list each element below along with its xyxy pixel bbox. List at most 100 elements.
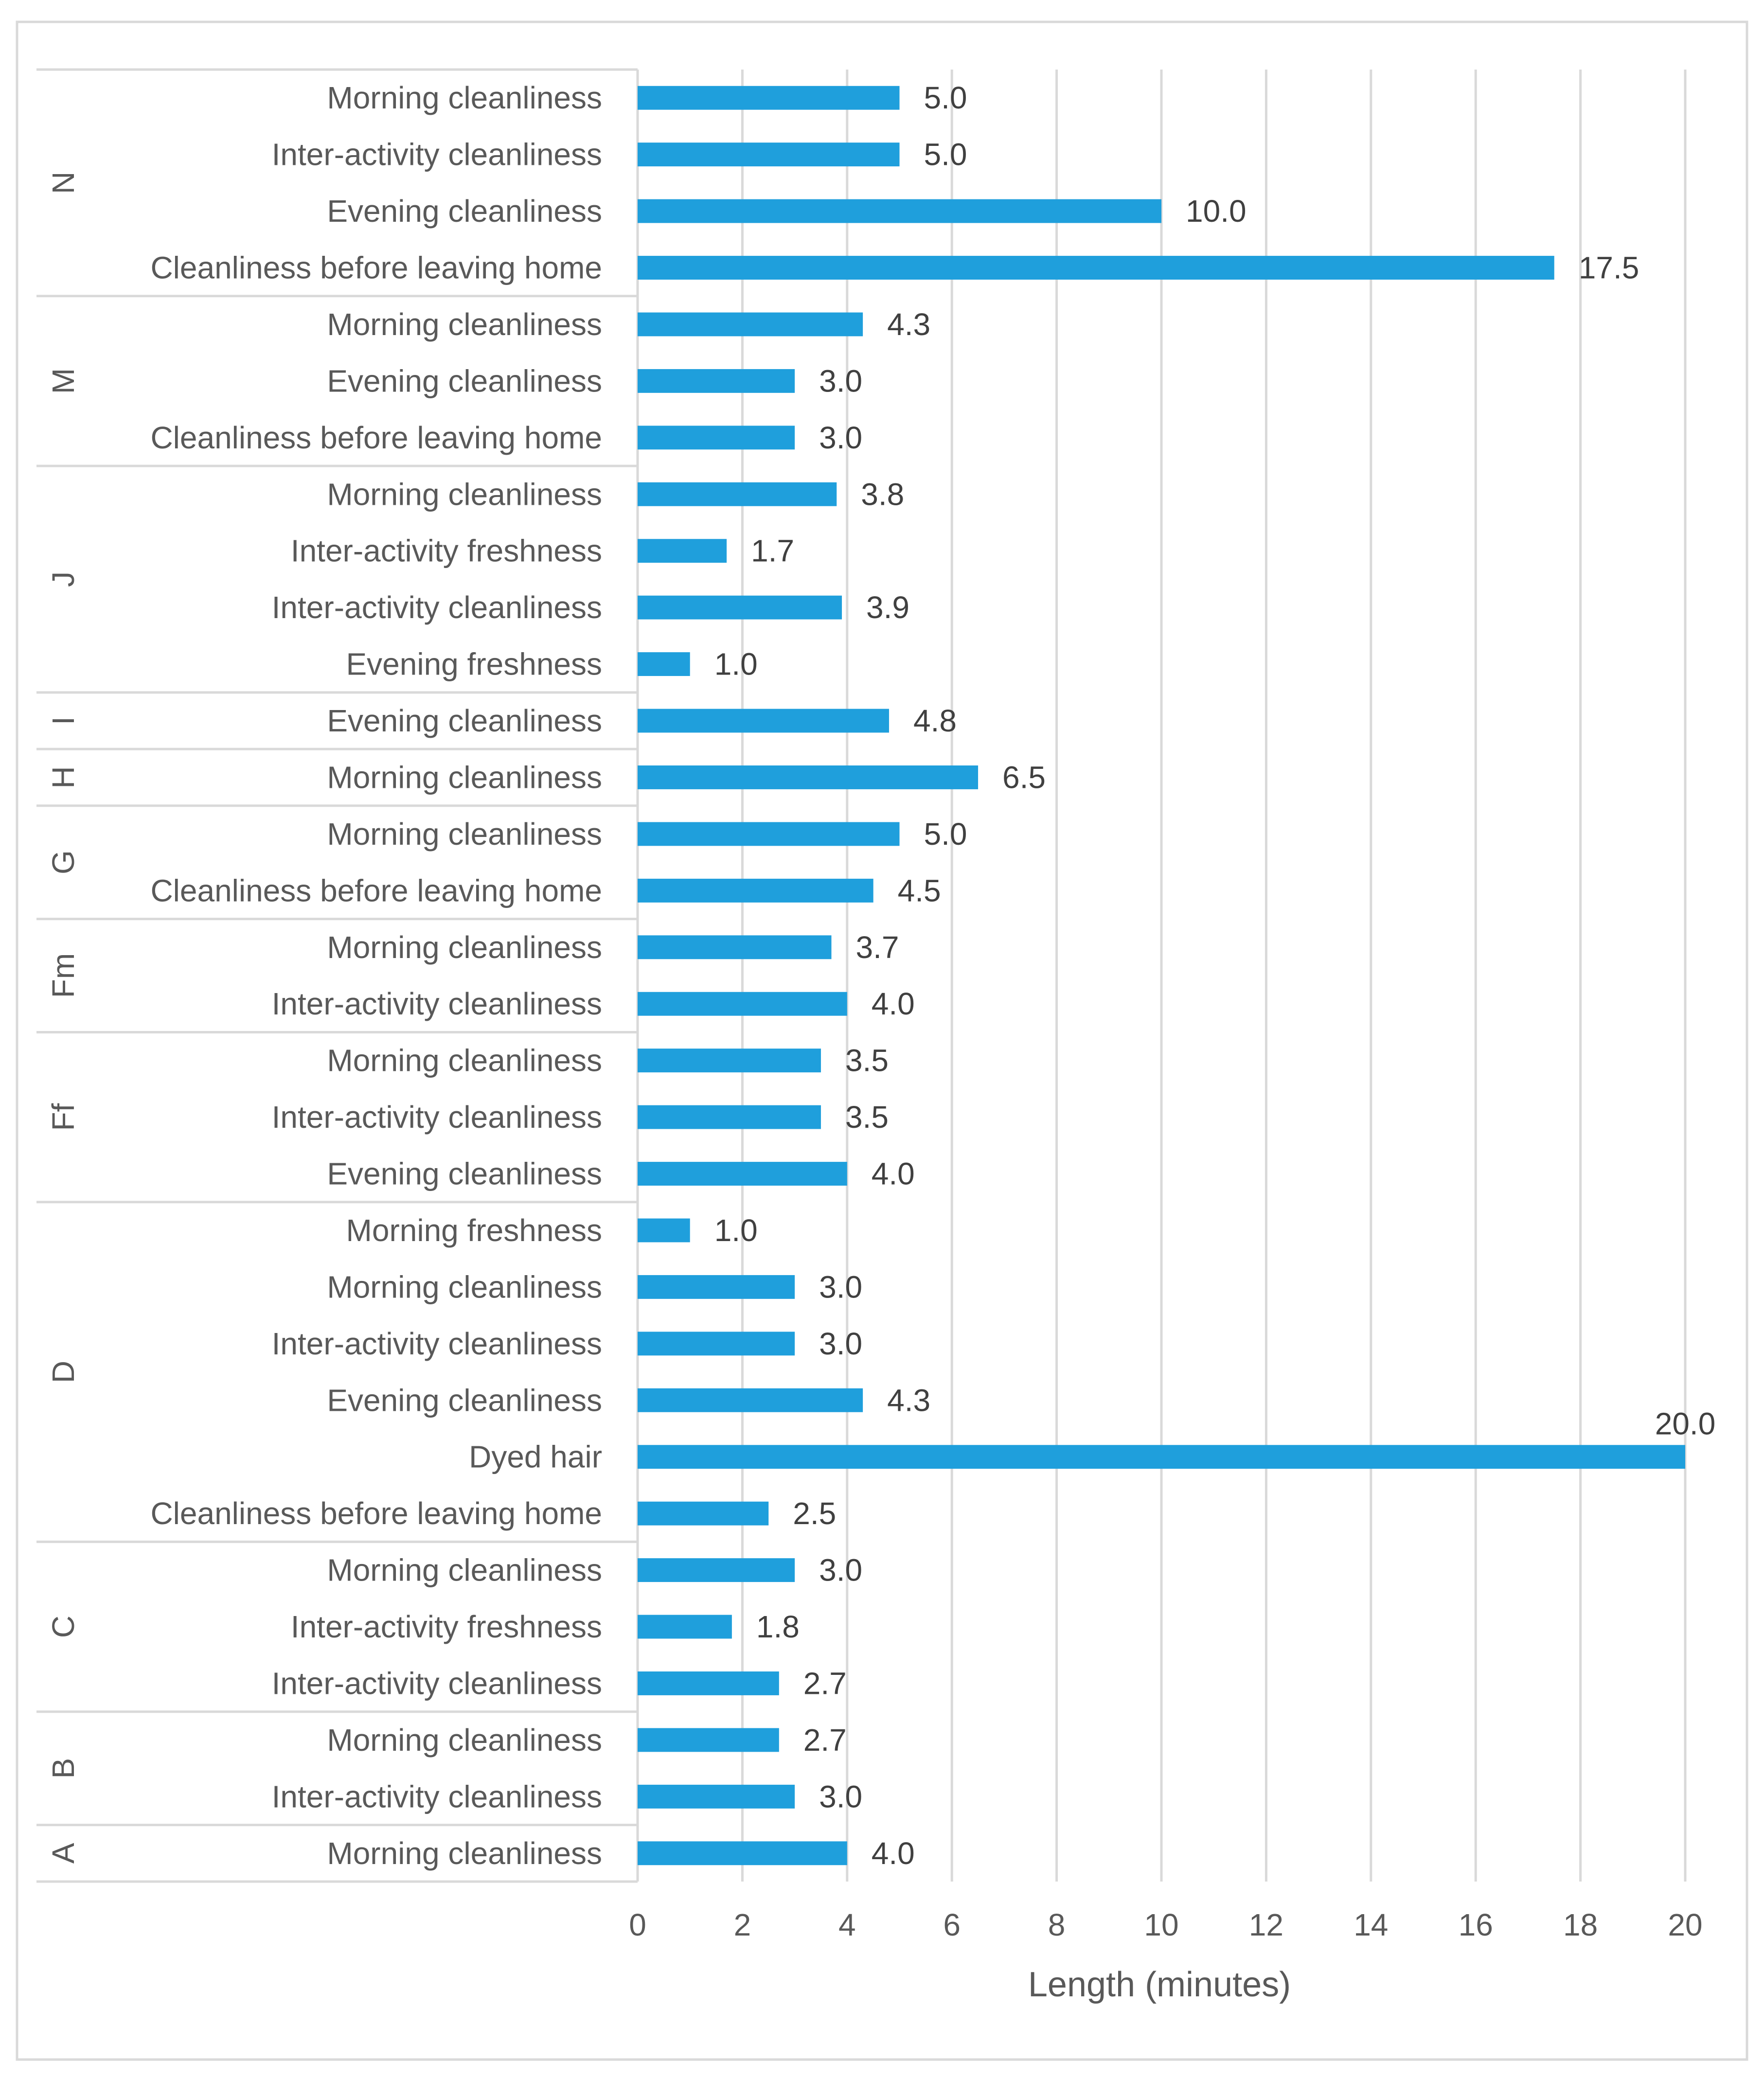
category-label: Morning cleanliness xyxy=(327,1043,602,1078)
category-label: Inter-activity freshness xyxy=(291,1609,602,1644)
category-label: Evening cleanliness xyxy=(327,703,602,738)
bar xyxy=(638,1105,821,1129)
data-label: 4.3 xyxy=(887,307,930,342)
category-label: Morning cleanliness xyxy=(327,477,602,512)
data-label: 1.0 xyxy=(714,647,758,682)
group-label: C xyxy=(46,1616,81,1638)
bar xyxy=(638,765,979,789)
bar xyxy=(638,1048,821,1073)
category-label: Inter-activity cleanliness xyxy=(272,1666,602,1701)
data-label: 6.5 xyxy=(1002,760,1046,795)
category-label: Evening cleanliness xyxy=(327,194,602,229)
category-label: Evening cleanliness xyxy=(327,363,602,398)
category-label: Morning cleanliness xyxy=(327,307,602,342)
category-label: Morning cleanliness xyxy=(327,930,602,965)
data-label: 3.0 xyxy=(819,1553,862,1588)
labels: Morning cleanliness 5.0 Inter-activity cle… xyxy=(46,80,1715,1871)
bar xyxy=(638,1671,779,1695)
x-tick-label: 14 xyxy=(1354,1907,1388,1942)
bar xyxy=(638,709,889,733)
data-label: 3.0 xyxy=(819,1326,862,1361)
data-label: 5.0 xyxy=(924,80,967,115)
bars xyxy=(638,86,1685,1866)
category-label: Morning cleanliness xyxy=(327,1269,602,1304)
group-label: Ff xyxy=(46,1103,81,1131)
category-label: Evening cleanliness xyxy=(327,1156,602,1191)
bar xyxy=(638,482,837,506)
bar xyxy=(638,1728,779,1752)
x-tick-label: 4 xyxy=(838,1907,856,1942)
x-tick-label: 16 xyxy=(1459,1907,1493,1942)
data-label: 1.0 xyxy=(714,1213,758,1248)
bar xyxy=(638,1501,769,1526)
category-label: Inter-activity cleanliness xyxy=(272,137,602,172)
data-label: 20.0 xyxy=(1655,1406,1716,1441)
data-label: 1.8 xyxy=(756,1609,800,1644)
data-label: 3.9 xyxy=(866,590,909,625)
bar xyxy=(638,1162,847,1186)
category-label: Morning cleanliness xyxy=(327,1836,602,1871)
category-label: Evening cleanliness xyxy=(327,1383,602,1418)
bar xyxy=(638,935,832,960)
group-label: M xyxy=(46,368,81,394)
bar xyxy=(638,86,900,110)
bar xyxy=(638,595,842,620)
group-label: G xyxy=(46,850,81,874)
category-label: Cleanliness before leaving home xyxy=(150,250,602,285)
data-label: 4.0 xyxy=(872,1836,915,1871)
category-label: Morning cleanliness xyxy=(327,1553,602,1588)
bar xyxy=(638,426,795,450)
gridlines xyxy=(741,70,1687,1882)
category-label: Inter-activity cleanliness xyxy=(272,1779,602,1814)
category-label: Cleanliness before leaving home xyxy=(150,1496,602,1531)
data-label: 4.5 xyxy=(898,873,941,908)
bar xyxy=(638,539,727,563)
x-tick-label: 6 xyxy=(943,1907,961,1942)
x-tick-label: 12 xyxy=(1249,1907,1283,1942)
bar xyxy=(638,1275,795,1299)
category-label: Morning cleanliness xyxy=(327,817,602,852)
data-label: 3.0 xyxy=(819,1779,862,1814)
data-label: 5.0 xyxy=(924,817,967,852)
data-label: 3.0 xyxy=(819,363,862,398)
data-label: 3.8 xyxy=(861,477,904,512)
data-label: 1.7 xyxy=(751,533,794,569)
data-label: 3.0 xyxy=(819,1269,862,1304)
x-tick-label: 20 xyxy=(1668,1907,1702,1942)
bar xyxy=(638,1615,732,1639)
data-label: 3.5 xyxy=(845,1100,889,1135)
bar xyxy=(638,199,1161,223)
category-label: Inter-activity cleanliness xyxy=(272,1100,602,1135)
category-label: Inter-activity cleanliness xyxy=(272,590,602,625)
category-label: Inter-activity cleanliness xyxy=(272,986,602,1021)
data-label: 4.3 xyxy=(887,1383,930,1418)
group-label: I xyxy=(46,716,81,725)
chart-border xyxy=(16,20,1748,2061)
bar xyxy=(638,142,900,167)
x-tick-label: 8 xyxy=(1048,1907,1066,1942)
x-tick-label: 2 xyxy=(734,1907,751,1942)
data-label: 2.7 xyxy=(803,1723,847,1758)
data-label: 2.7 xyxy=(803,1666,847,1701)
bar xyxy=(638,992,847,1016)
category-label: Cleanliness before leaving home xyxy=(150,873,602,908)
x-axis: Length (minutes) 0 2 4 6 8 10 12 14 16 18 20 xyxy=(629,1907,1702,2004)
bar xyxy=(638,652,690,676)
group-label: H xyxy=(46,766,81,788)
category-label: Morning cleanliness xyxy=(327,1723,602,1758)
bar xyxy=(638,369,795,393)
data-label: 5.0 xyxy=(924,137,967,172)
bar xyxy=(638,1841,847,1866)
data-label: 3.5 xyxy=(845,1043,889,1078)
data-label: 4.8 xyxy=(913,703,957,738)
data-label: 2.5 xyxy=(793,1496,836,1531)
bar xyxy=(638,1445,1685,1469)
data-label: 10.0 xyxy=(1186,194,1247,229)
category-label: Morning freshness xyxy=(346,1213,602,1248)
group-label: J xyxy=(46,571,81,587)
data-label: 4.0 xyxy=(872,986,915,1021)
data-label: 4.0 xyxy=(872,1156,915,1191)
x-tick-label: 18 xyxy=(1563,1907,1598,1942)
